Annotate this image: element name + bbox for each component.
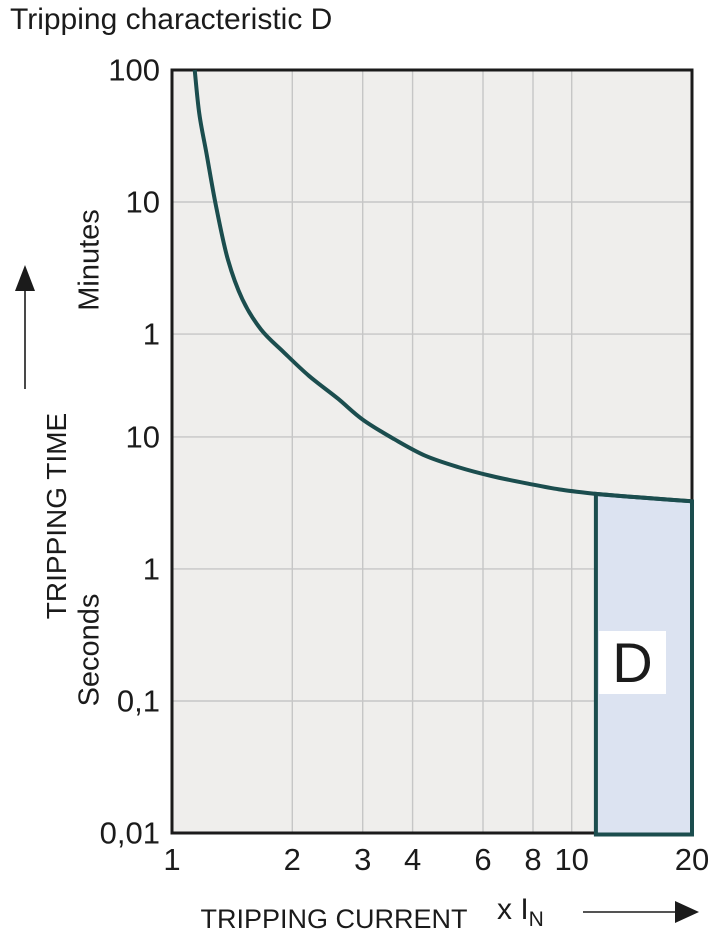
y-axis-arrow-up-icon	[15, 265, 35, 389]
chart-title: Tripping characteristic D	[10, 3, 333, 36]
tripping-curve	[192, 69, 693, 504]
instantaneous-trip-region	[593, 491, 694, 837]
plot-border	[170, 68, 694, 835]
x-axis-arrow-right-icon	[583, 901, 699, 923]
